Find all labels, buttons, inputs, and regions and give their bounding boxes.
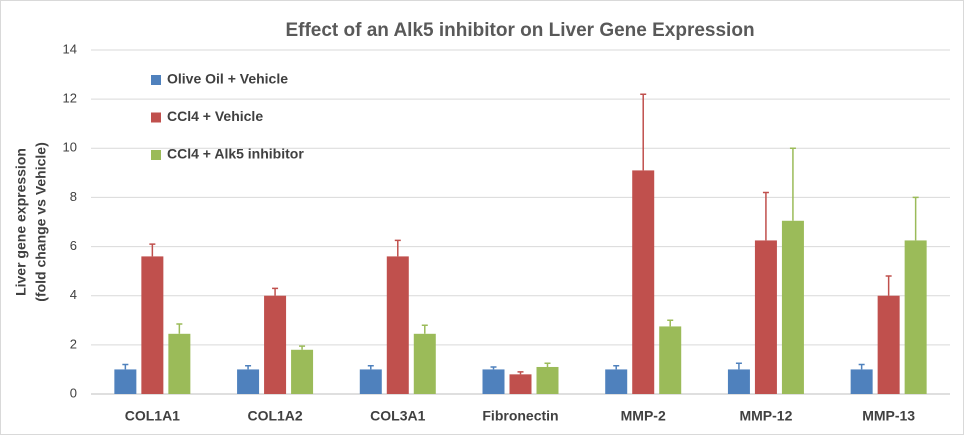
y-tick-label: 8 [70, 189, 77, 204]
legend-label: Olive Oil + Vehicle [167, 71, 288, 87]
bar [413, 333, 436, 394]
bar [359, 369, 382, 394]
bar [754, 240, 777, 394]
bar [509, 374, 532, 394]
error-bar [640, 93, 647, 171]
bar [237, 369, 260, 394]
error-bar [544, 362, 551, 367]
error-bar [885, 275, 892, 296]
error-bar [149, 243, 156, 257]
error-bar [762, 191, 769, 241]
x-tick-label: MMP-13 [862, 408, 915, 424]
bar [632, 170, 655, 394]
bar [536, 366, 559, 394]
x-tick-label: MMP-12 [739, 408, 792, 424]
y-axis-label: Liver gene expression [13, 148, 29, 296]
bar [605, 369, 628, 394]
error-bar [176, 323, 183, 334]
error-bar [858, 363, 865, 370]
x-tick-label: COL1A1 [125, 408, 180, 424]
error-bar [299, 345, 306, 350]
bar [850, 369, 873, 394]
error-bar [735, 362, 742, 370]
error-bar [421, 324, 428, 334]
y-tick-label: 6 [70, 238, 77, 253]
y-tick-label: 14 [63, 41, 77, 56]
error-bar [667, 319, 674, 327]
legend-swatch [151, 112, 161, 123]
bar [659, 326, 682, 394]
error-bar [613, 364, 620, 370]
bar [386, 256, 409, 394]
y-tick-label: 4 [70, 287, 77, 302]
bar [168, 333, 191, 394]
bar [877, 295, 900, 394]
bar [291, 349, 314, 394]
error-bar [490, 366, 497, 370]
bar [781, 220, 804, 394]
legend-label: CCl4 + Vehicle [167, 108, 263, 124]
error-bar [272, 287, 279, 296]
chart-title: Effect of an Alk5 inhibitor on Liver Gen… [285, 20, 754, 41]
error-bar [517, 371, 524, 375]
y-tick-label: 12 [63, 91, 77, 106]
legend-swatch [151, 150, 161, 160]
bar [904, 240, 927, 394]
bar [114, 369, 137, 394]
x-tick-label: Fibronectin [482, 408, 558, 424]
error-bar [394, 239, 401, 257]
error-bar [912, 196, 919, 241]
y-tick-label: 2 [70, 336, 77, 351]
error-bar [122, 363, 129, 370]
legend-label: CCl4 + Alk5 inhibitor [167, 146, 304, 162]
error-bar [367, 364, 374, 370]
x-tick-label: MMP-2 [621, 408, 666, 424]
x-tick-label: COL1A2 [247, 408, 302, 424]
y-axis-label: (fold change vs Vehicle) [33, 142, 49, 302]
bar [482, 369, 505, 394]
bar [141, 256, 164, 394]
error-bar [245, 364, 252, 370]
bar [264, 295, 287, 394]
legend-swatch [151, 75, 161, 85]
y-tick-label: 10 [63, 140, 77, 155]
error-bar [789, 147, 796, 221]
x-tick-label: COL3A1 [370, 408, 425, 424]
bar [727, 369, 750, 394]
y-tick-label: 0 [70, 385, 77, 400]
